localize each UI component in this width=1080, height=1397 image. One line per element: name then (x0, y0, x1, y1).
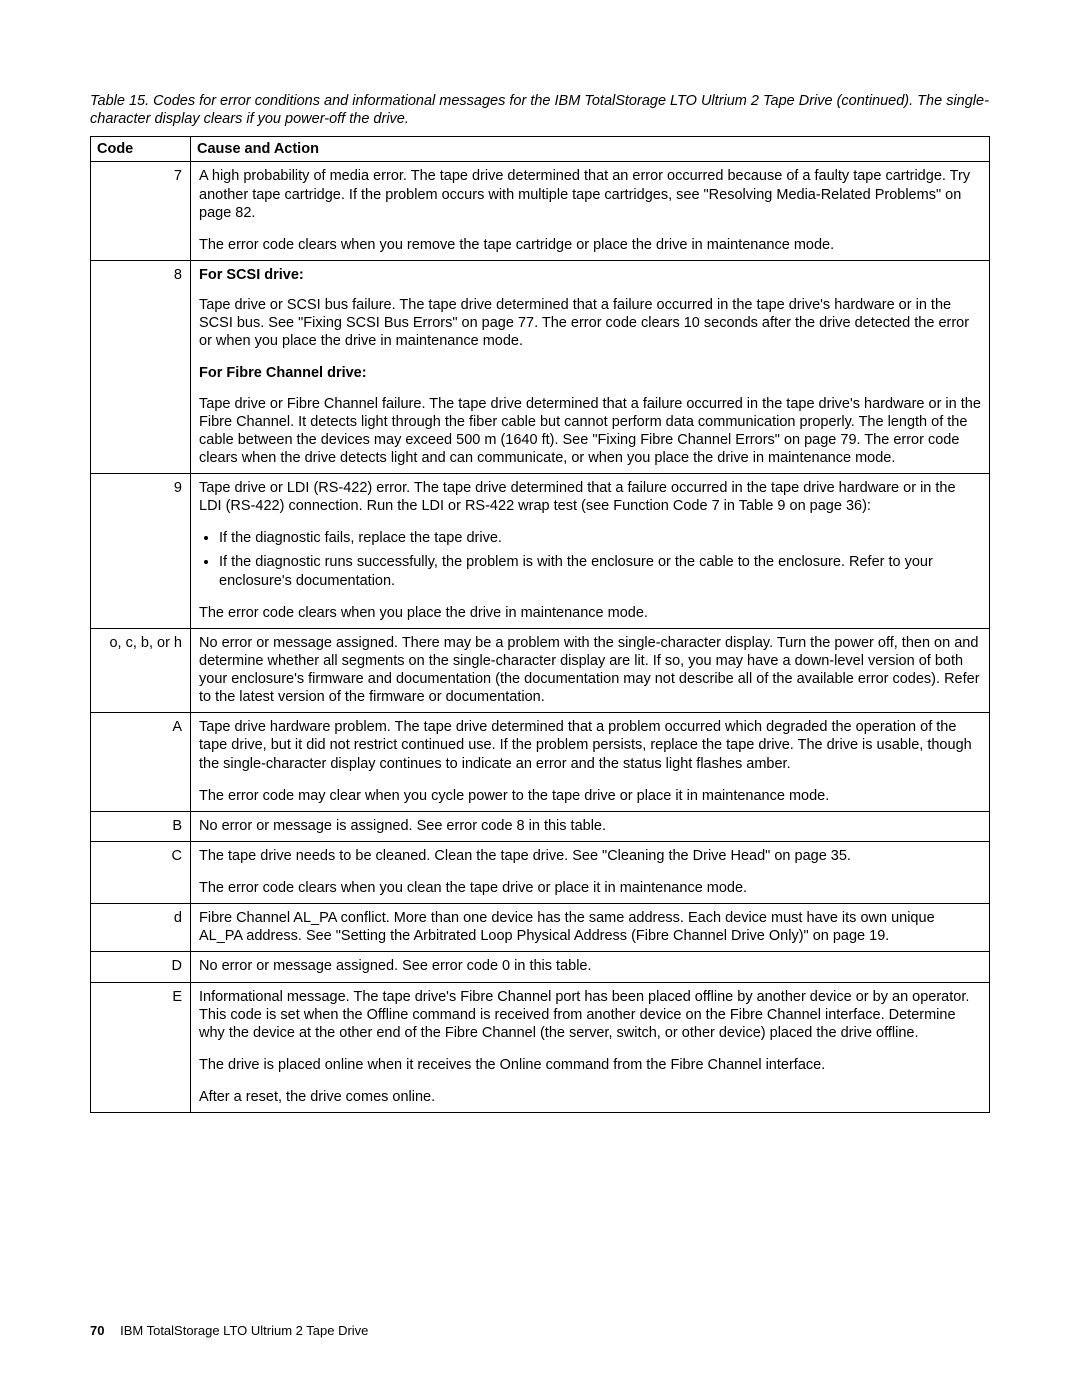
table-caption: Table 15. Codes for error conditions and… (90, 92, 990, 128)
table-header-row: Code Cause and Action (91, 137, 990, 162)
subheading: For Fibre Channel drive: (199, 364, 981, 382)
code-cell: d (91, 904, 191, 952)
table-row: d Fibre Channel AL_PA conflict. More tha… (91, 904, 990, 952)
cause-text: The tape drive needs to be cleaned. Clea… (199, 847, 981, 865)
table-row: 9 Tape drive or LDI (RS-422) error. The … (91, 474, 990, 629)
table-row: A Tape drive hardware problem. The tape … (91, 713, 990, 812)
table-row: D No error or message assigned. See erro… (91, 952, 990, 982)
cause-text: The error code clears when you remove th… (199, 236, 981, 254)
cause-cell: Tape drive hardware problem. The tape dr… (191, 713, 990, 812)
code-cell: A (91, 713, 191, 812)
footer-title: IBM TotalStorage LTO Ultrium 2 Tape Driv… (120, 1323, 368, 1338)
cause-text: The error code may clear when you cycle … (199, 787, 981, 805)
table-row: C The tape drive needs to be cleaned. Cl… (91, 841, 990, 903)
cause-text: The drive is placed online when it recei… (199, 1056, 981, 1074)
error-codes-table: Code Cause and Action 7 A high probabili… (90, 136, 990, 1113)
cause-cell: For SCSI drive: Tape drive or SCSI bus f… (191, 260, 990, 473)
cause-text: Tape drive or LDI (RS-422) error. The ta… (199, 479, 981, 515)
code-cell: D (91, 952, 191, 982)
code-cell: E (91, 982, 191, 1113)
cause-text: The error code clears when you place the… (199, 604, 981, 622)
list-item: If the diagnostic runs successfully, the… (219, 553, 981, 589)
header-code: Code (91, 137, 191, 162)
table-row: B No error or message is assigned. See e… (91, 811, 990, 841)
code-cell: o, c, b, or h (91, 628, 191, 713)
code-cell: C (91, 841, 191, 903)
cause-cell: A high probability of media error. The t… (191, 162, 990, 261)
list-item: If the diagnostic fails, replace the tap… (219, 529, 981, 547)
page-number: 70 (90, 1323, 104, 1338)
cause-text: No error or message is assigned. See err… (199, 817, 981, 835)
cause-text: Informational message. The tape drive's … (199, 988, 981, 1042)
page-footer: 70 IBM TotalStorage LTO Ultrium 2 Tape D… (90, 1323, 368, 1339)
page: Table 15. Codes for error conditions and… (0, 0, 1080, 1397)
cause-text: The error code clears when you clean the… (199, 879, 981, 897)
cause-cell: Fibre Channel AL_PA conflict. More than … (191, 904, 990, 952)
cause-text: Tape drive or Fibre Channel failure. The… (199, 395, 981, 468)
cause-text: No error or message assigned. There may … (199, 634, 981, 707)
cause-cell: No error or message is assigned. See err… (191, 811, 990, 841)
code-cell: 7 (91, 162, 191, 261)
cause-text: Fibre Channel AL_PA conflict. More than … (199, 909, 981, 945)
code-cell: B (91, 811, 191, 841)
header-cause: Cause and Action (191, 137, 990, 162)
cause-cell: No error or message assigned. There may … (191, 628, 990, 713)
cause-text: A high probability of media error. The t… (199, 167, 981, 221)
table-row: o, c, b, or h No error or message assign… (91, 628, 990, 713)
cause-cell: The tape drive needs to be cleaned. Clea… (191, 841, 990, 903)
cause-cell: Tape drive or LDI (RS-422) error. The ta… (191, 474, 990, 629)
code-cell: 9 (91, 474, 191, 629)
bullet-list: If the diagnostic fails, replace the tap… (199, 529, 981, 589)
table-row: 7 A high probability of media error. The… (91, 162, 990, 261)
cause-cell: No error or message assigned. See error … (191, 952, 990, 982)
cause-cell: Informational message. The tape drive's … (191, 982, 990, 1113)
cause-text: Tape drive hardware problem. The tape dr… (199, 718, 981, 772)
table-row: E Informational message. The tape drive'… (91, 982, 990, 1113)
table-row: 8 For SCSI drive: Tape drive or SCSI bus… (91, 260, 990, 473)
cause-text: No error or message assigned. See error … (199, 957, 981, 975)
subheading: For SCSI drive: (199, 266, 981, 284)
code-cell: 8 (91, 260, 191, 473)
cause-text: Tape drive or SCSI bus failure. The tape… (199, 296, 981, 350)
cause-text: After a reset, the drive comes online. (199, 1088, 981, 1106)
